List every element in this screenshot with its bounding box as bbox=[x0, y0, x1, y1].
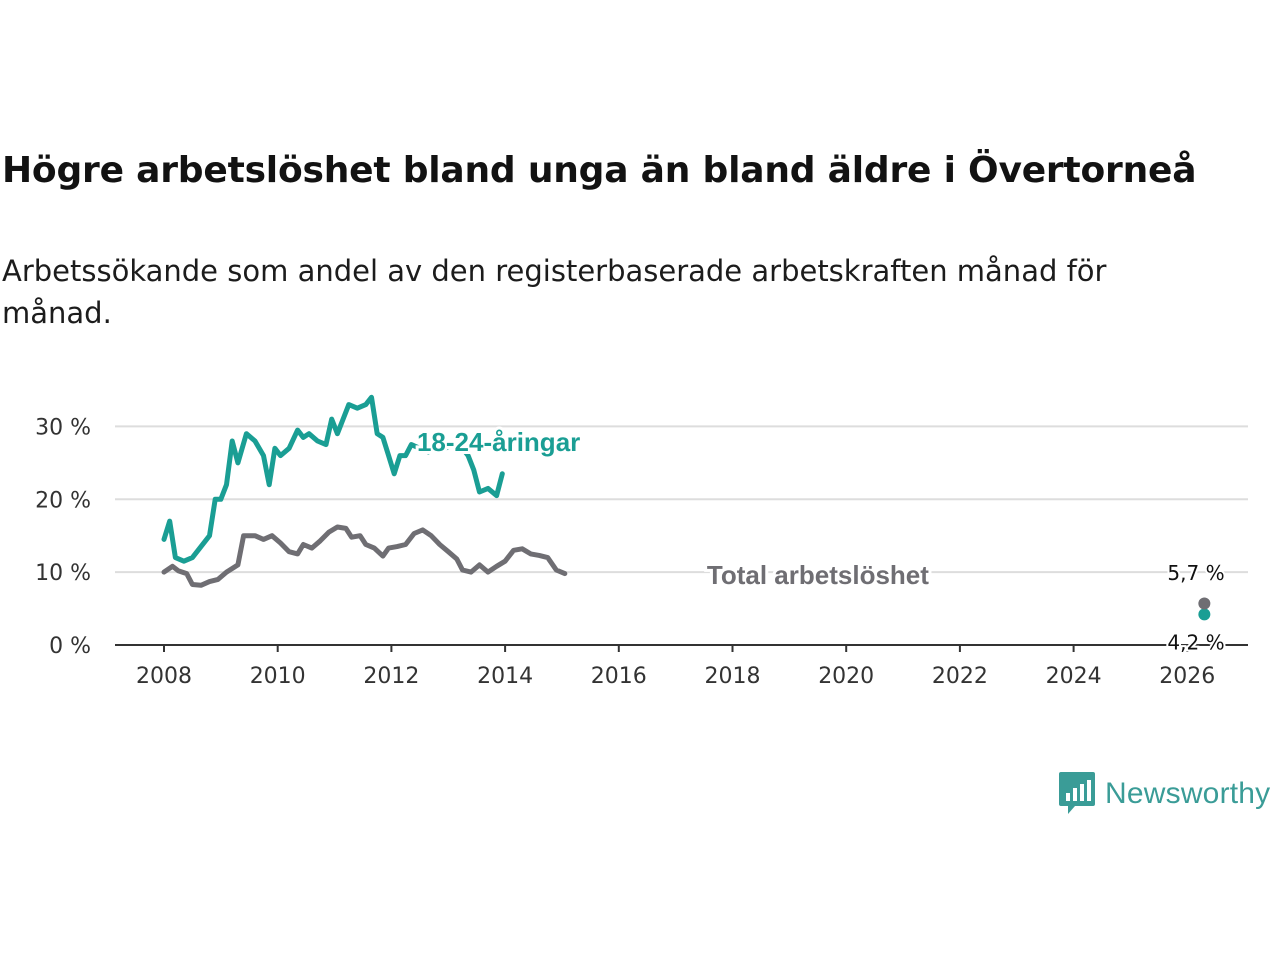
y-tick-label: 30 % bbox=[35, 415, 91, 440]
end-point-1 bbox=[1198, 608, 1211, 621]
x-tick-label: 2024 bbox=[1046, 664, 1102, 689]
series-label-2: Total arbetslöshet bbox=[707, 560, 929, 590]
x-tick-label: 2022 bbox=[932, 664, 988, 689]
y-tick-label: 10 % bbox=[35, 561, 91, 586]
axes: 0 % 10 % 20 % 30 % 2008 2010 2012 2014 2016 2018 2… bbox=[35, 415, 1248, 689]
brand-logo[interactable]: Newsworthy bbox=[1059, 772, 1270, 816]
chart-subtitle: Arbetssökande som andel av den registerb… bbox=[2, 254, 1107, 330]
x-tick-label: 2020 bbox=[818, 664, 874, 689]
x-tick-label: 2012 bbox=[363, 664, 419, 689]
x-tick-label: 2026 bbox=[1159, 664, 1215, 689]
brand-name: Newsworthy bbox=[1105, 777, 1271, 810]
x-tick-label: 2010 bbox=[250, 664, 306, 689]
line-chart: 0 % 10 % 20 % 30 % 2008 2010 2012 2014 2016 2018 2… bbox=[35, 394, 1248, 689]
x-tick-label: 2014 bbox=[477, 664, 533, 689]
end-value-label-1: 4,2 % bbox=[1167, 630, 1224, 654]
series-labels: 18-24-åringar 4,2 % Total arbetslöshet 5,7 … bbox=[414, 424, 1227, 656]
x-tick-label: 2018 bbox=[705, 664, 761, 689]
series-label-1: 18-24-åringar bbox=[417, 427, 580, 457]
series-line-1 bbox=[161, 394, 505, 564]
series-lines bbox=[161, 394, 568, 588]
end-value-label-2: 5,7 % bbox=[1167, 561, 1224, 585]
grid-lines bbox=[115, 425, 1248, 574]
chart-title: Högre arbetslöshet bland unga än bland ä… bbox=[2, 150, 1197, 191]
newsworthy-logo-icon bbox=[1059, 772, 1095, 814]
y-tick-label: 20 % bbox=[35, 488, 91, 513]
x-tick-label: 2008 bbox=[136, 664, 192, 689]
y-tick-label: 0 % bbox=[49, 634, 91, 659]
end-point-2 bbox=[1198, 597, 1211, 610]
x-tick-label: 2016 bbox=[591, 664, 647, 689]
series-line-2 bbox=[161, 524, 568, 588]
